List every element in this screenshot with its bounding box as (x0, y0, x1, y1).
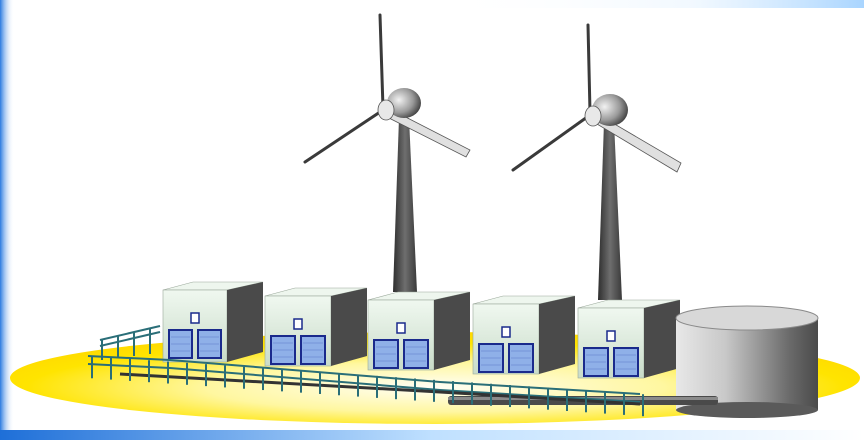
turbine-1-hub (377, 99, 395, 121)
container-2 (264, 287, 368, 367)
container-side (539, 296, 575, 374)
turbine-2-blade-left (511, 113, 592, 172)
container-window (293, 318, 303, 330)
container-side (331, 288, 367, 366)
wind-turbine-1 (303, 13, 471, 292)
turbine-1-blade-up (378, 13, 385, 110)
turbine-2-blade-up (586, 23, 592, 114)
top-edge-glow (440, 0, 864, 8)
turbine-2-tower (598, 122, 622, 300)
container-window (501, 326, 511, 338)
turbine-2-hub (584, 105, 602, 127)
container-window (190, 312, 200, 324)
container-window (606, 330, 616, 342)
turbine-1-tower (393, 118, 417, 292)
turbine-1-nacelle (387, 88, 421, 118)
left-edge-accent (0, 0, 14, 440)
front-railing (87, 355, 644, 417)
container-4 (472, 295, 576, 375)
tank-bottom (676, 402, 818, 418)
storage-tank (675, 305, 819, 418)
container-side (434, 292, 470, 370)
tank-body (676, 318, 818, 410)
container-window (396, 322, 406, 334)
wind-turbine-2 (511, 23, 682, 300)
bottom-edge-accent (0, 430, 864, 440)
tank-top (675, 305, 819, 331)
turbine-1-blade-left (303, 108, 385, 164)
container-5 (577, 299, 681, 379)
container-3 (367, 291, 471, 371)
container-1 (162, 281, 264, 363)
container-side (227, 282, 263, 362)
container-side (644, 300, 680, 378)
